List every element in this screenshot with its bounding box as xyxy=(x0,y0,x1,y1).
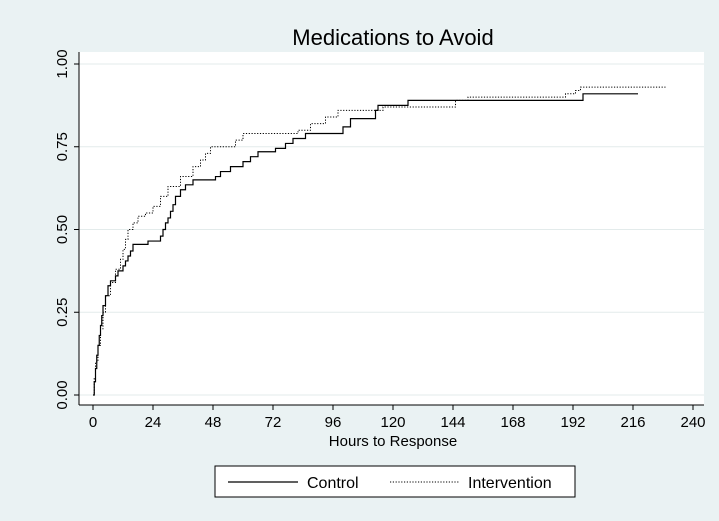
legend: Control Intervention xyxy=(214,465,576,498)
x-tick-label: 192 xyxy=(560,414,585,431)
x-tick-label: 168 xyxy=(500,414,525,431)
y-tick-label: 0.50 xyxy=(54,215,71,244)
series-lines xyxy=(93,86,666,396)
legend-label-control: Control xyxy=(307,475,359,492)
y-tick-label: 0.75 xyxy=(54,132,71,161)
legend-label-intervention: Intervention xyxy=(468,475,552,492)
x-tick-label: 0 xyxy=(89,414,97,431)
x-tick-label: 96 xyxy=(325,414,342,431)
x-tick-label: 120 xyxy=(380,414,405,431)
gridlines xyxy=(79,63,704,396)
y-tick-label: 0.25 xyxy=(54,298,71,327)
chart-title: Medications to Avoid xyxy=(292,25,493,50)
x-tick-label: 216 xyxy=(620,414,645,431)
y-tick-label: 0.00 xyxy=(54,380,71,409)
x-axis-title: Hours to Response xyxy=(329,433,457,450)
plot-region-background xyxy=(79,52,704,405)
axes: 0.00 0.25 0.50 0.75 1.00 0 24 48 72 96 120 144 168 19… xyxy=(54,49,706,431)
x-tick-label: 48 xyxy=(205,414,222,431)
y-tick-label: 1.00 xyxy=(54,49,71,78)
series-line-control xyxy=(93,93,638,396)
x-tick-label: 24 xyxy=(145,414,162,431)
x-tick-label: 144 xyxy=(440,414,465,431)
x-tick-label: 72 xyxy=(265,414,282,431)
x-tick-label: 240 xyxy=(680,414,705,431)
